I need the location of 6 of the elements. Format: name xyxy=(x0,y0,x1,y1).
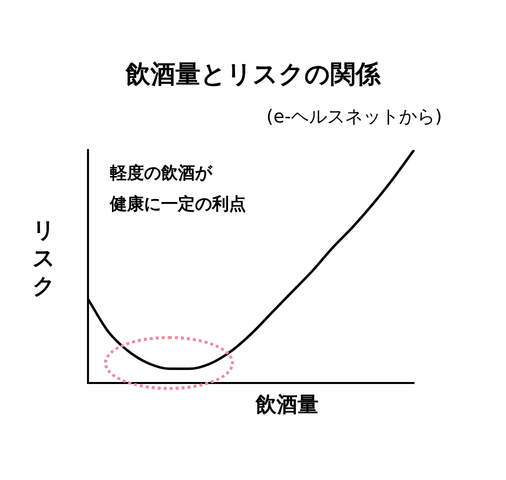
x-axis-title: 飲酒量 xyxy=(254,392,318,416)
y-axis-title: リスク xyxy=(32,218,56,300)
chart-subtitle: (e-ヘルスネットから) xyxy=(266,106,442,128)
annotation: 軽度の飲酒が xyxy=(109,163,213,184)
chart-title: 飲酒量とリスクの関係 xyxy=(124,60,382,88)
annotation: 健康に一定の利点 xyxy=(109,194,246,214)
